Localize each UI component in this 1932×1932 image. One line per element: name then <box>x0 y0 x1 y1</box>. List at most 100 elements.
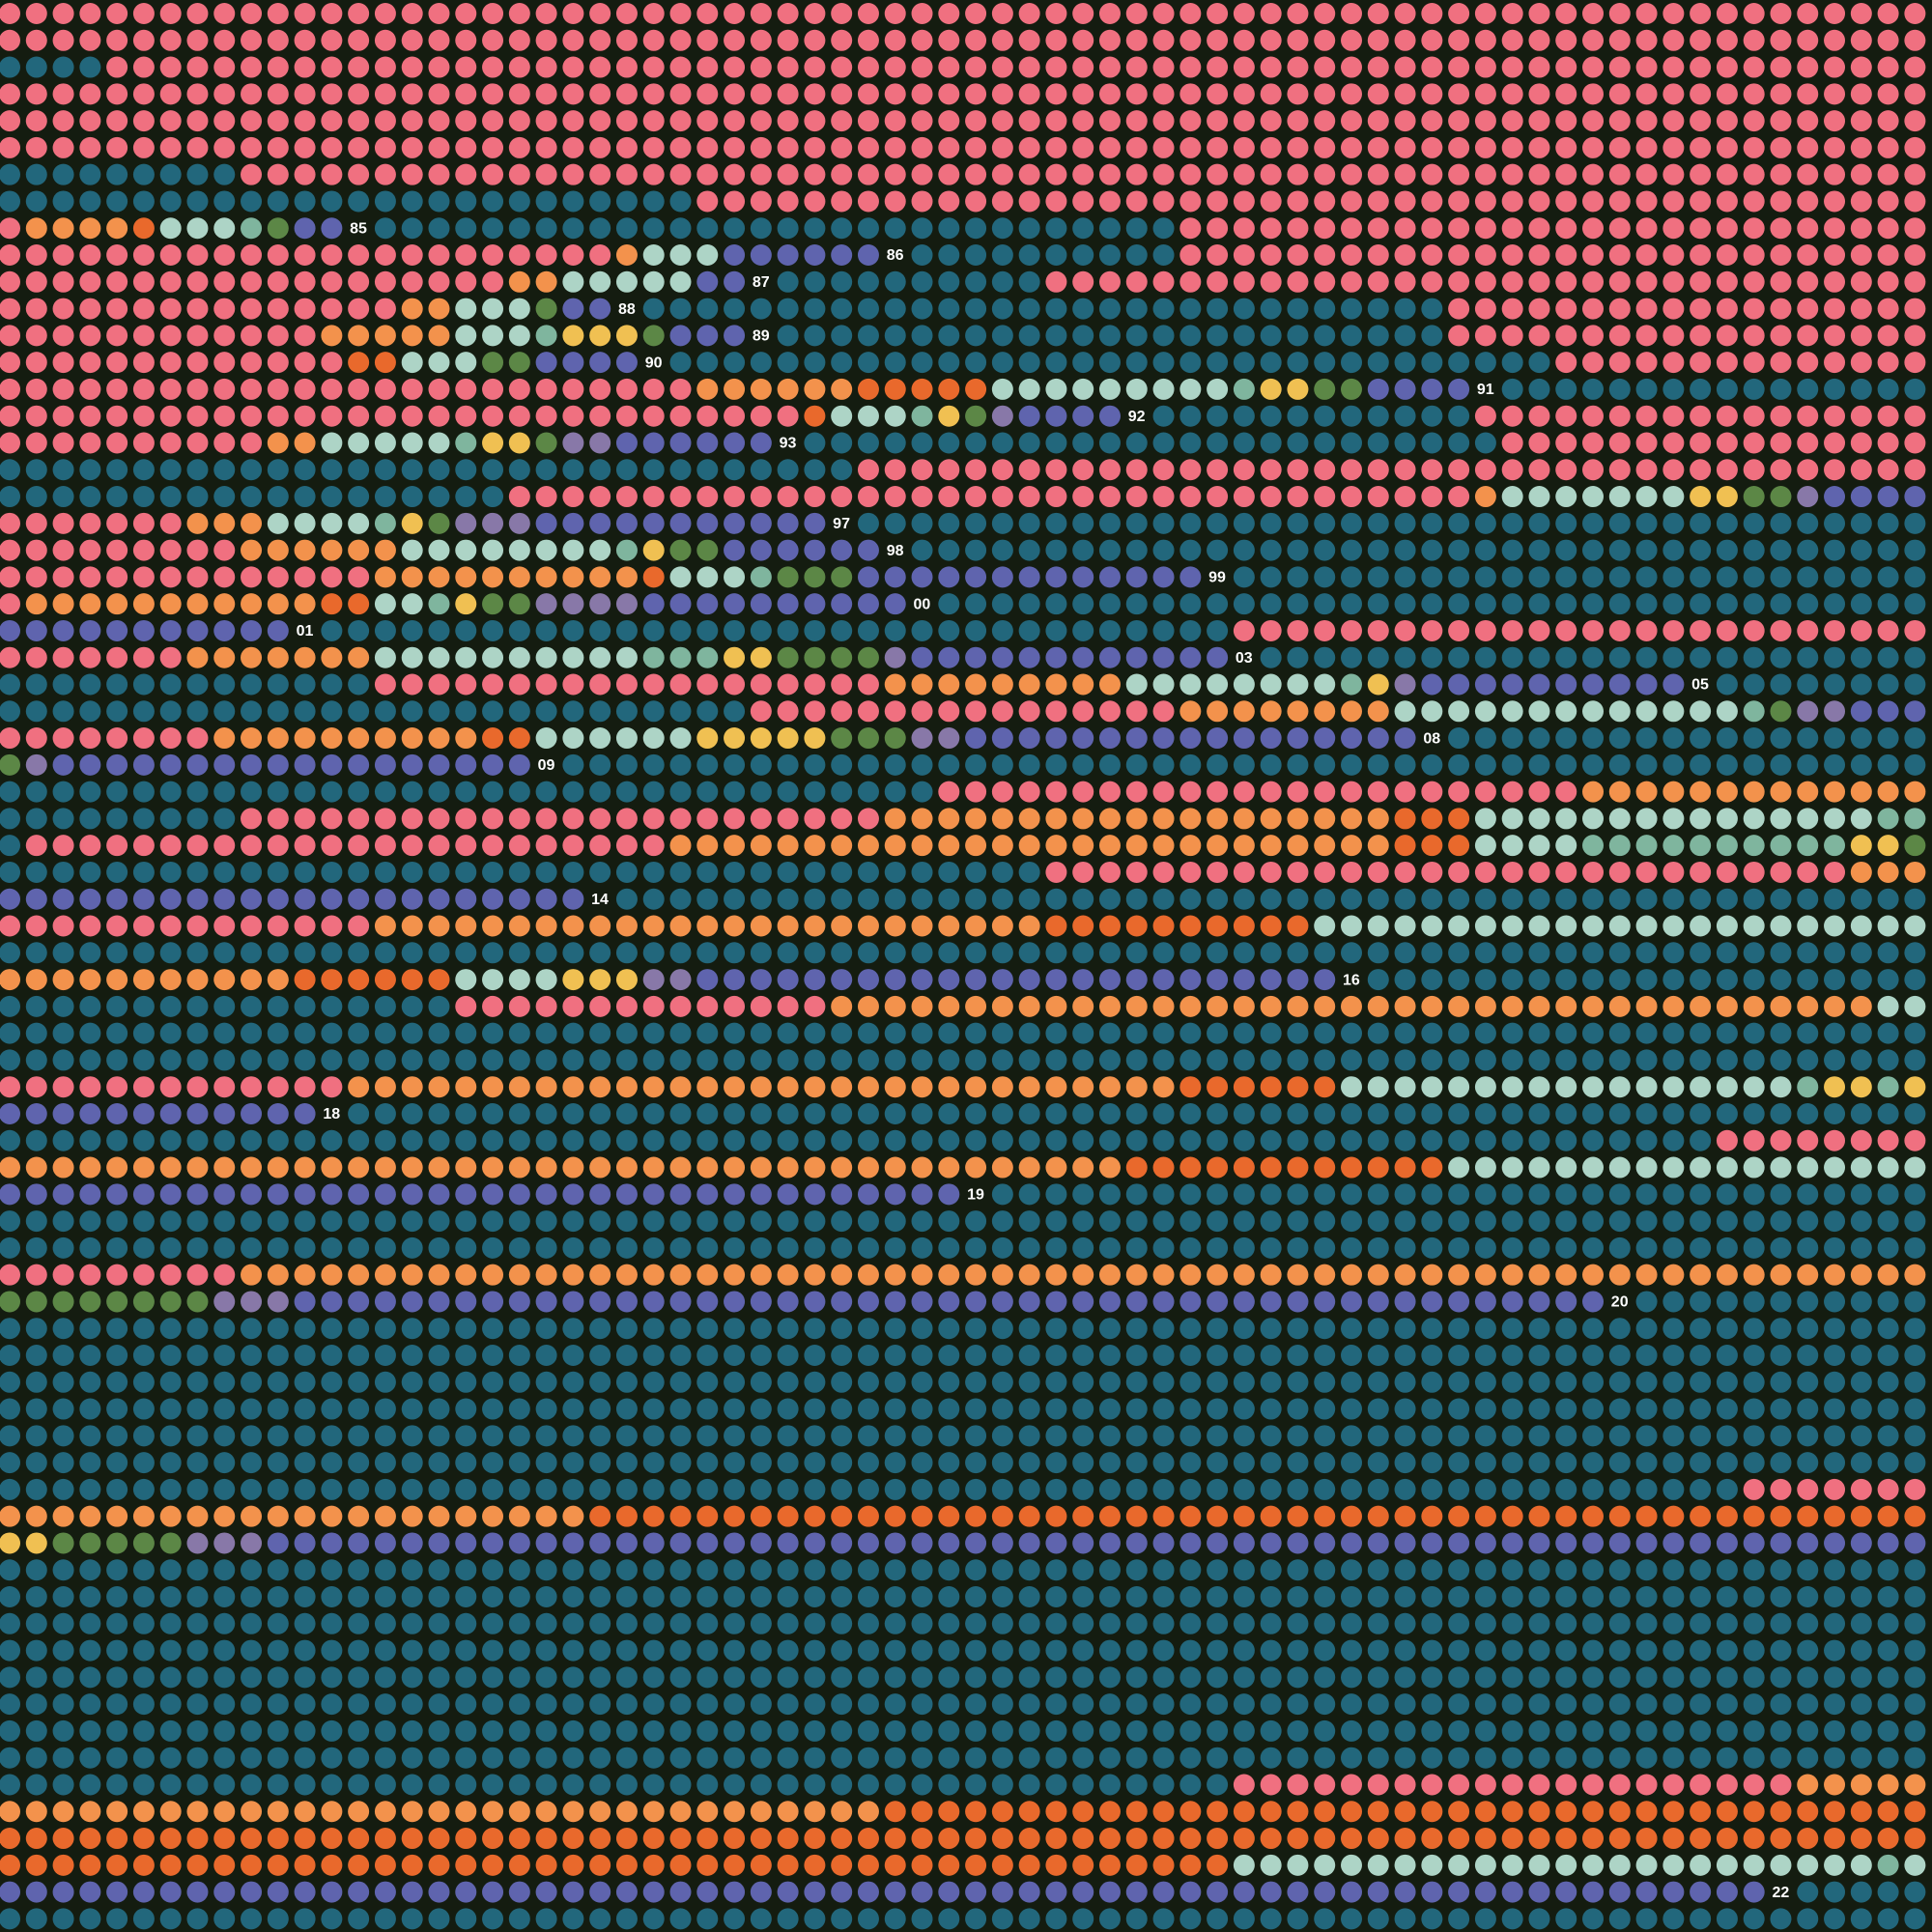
dot <box>52 1345 74 1366</box>
dot <box>1501 969 1523 991</box>
dot <box>159 1719 182 1742</box>
dot <box>1018 405 1040 427</box>
dot <box>1179 915 1202 937</box>
dot <box>428 1076 450 1098</box>
dot <box>1528 405 1550 427</box>
dot <box>1797 512 1819 534</box>
dot <box>1582 915 1605 937</box>
dot <box>1018 1049 1040 1071</box>
dot <box>1770 700 1792 723</box>
dot <box>1528 835 1550 857</box>
dot <box>0 888 20 910</box>
dot <box>1448 673 1470 696</box>
dot <box>1716 861 1738 883</box>
dot <box>1797 969 1819 991</box>
dot <box>1797 646 1819 668</box>
dot <box>1421 1129 1443 1151</box>
dot <box>884 110 906 132</box>
dot <box>724 1156 746 1179</box>
dot <box>428 673 450 696</box>
dot <box>159 1666 182 1689</box>
dot <box>831 378 853 400</box>
dot <box>25 1371 47 1393</box>
dot <box>1448 270 1470 293</box>
dot <box>1314 781 1336 803</box>
dot <box>428 1183 450 1206</box>
dot <box>1045 1532 1067 1554</box>
dot <box>1770 1345 1792 1366</box>
dot <box>1824 244 1846 267</box>
dot <box>321 1425 343 1447</box>
dot <box>535 405 557 427</box>
dot <box>52 646 74 668</box>
dot <box>1850 781 1872 803</box>
dot <box>482 861 504 883</box>
dot <box>965 1049 987 1071</box>
dot <box>132 915 155 937</box>
dot <box>1716 1210 1738 1233</box>
dot <box>508 270 530 293</box>
dot <box>1233 378 1255 400</box>
dot <box>562 163 584 185</box>
dot <box>1690 861 1712 883</box>
dot <box>831 1345 853 1366</box>
dot <box>884 1264 906 1286</box>
dot <box>1207 942 1229 964</box>
dot <box>1233 1801 1255 1823</box>
dot <box>777 808 799 830</box>
dot <box>374 1129 396 1151</box>
dot <box>1260 298 1282 320</box>
dot <box>831 1425 853 1447</box>
dot <box>1072 1291 1094 1313</box>
dot <box>508 673 530 696</box>
dot <box>1448 217 1470 240</box>
dot <box>455 619 477 641</box>
dot <box>1635 835 1658 857</box>
dot <box>241 1505 263 1527</box>
dot <box>401 1586 423 1608</box>
dot <box>831 1452 853 1474</box>
dot <box>1635 566 1658 588</box>
dot <box>1152 1666 1175 1689</box>
dot <box>750 1291 772 1313</box>
dot <box>1072 83 1094 105</box>
dot <box>1448 56 1470 78</box>
dot <box>106 1774 128 1796</box>
dot <box>589 1854 611 1876</box>
dot <box>1850 861 1872 883</box>
dot <box>911 378 933 400</box>
dot <box>1314 1559 1336 1581</box>
dot <box>1770 1532 1792 1554</box>
dot <box>777 942 799 964</box>
dot <box>1824 1639 1846 1662</box>
dot <box>401 352 423 374</box>
dot <box>1179 700 1202 723</box>
dot <box>1098 432 1121 454</box>
dot <box>1877 378 1899 400</box>
dot <box>508 486 530 508</box>
dot <box>455 673 477 696</box>
dot <box>1474 1505 1496 1527</box>
dot <box>750 995 772 1017</box>
dot <box>1233 619 1255 641</box>
dot <box>696 1586 719 1608</box>
dot <box>186 808 209 830</box>
dot <box>1850 1801 1872 1823</box>
dot <box>1877 753 1899 776</box>
dot <box>159 1129 182 1151</box>
dot <box>1716 1612 1738 1634</box>
dot <box>1743 1371 1765 1393</box>
dot <box>1394 861 1416 883</box>
dot <box>374 1318 396 1340</box>
dot <box>1716 1586 1738 1608</box>
dot <box>428 753 450 776</box>
dot <box>374 1345 396 1366</box>
dot <box>1555 1210 1577 1233</box>
dot <box>1501 593 1523 615</box>
dot <box>159 673 182 696</box>
dot <box>1179 512 1202 534</box>
dot <box>79 190 101 213</box>
dot <box>777 298 799 320</box>
dot <box>1690 486 1712 508</box>
